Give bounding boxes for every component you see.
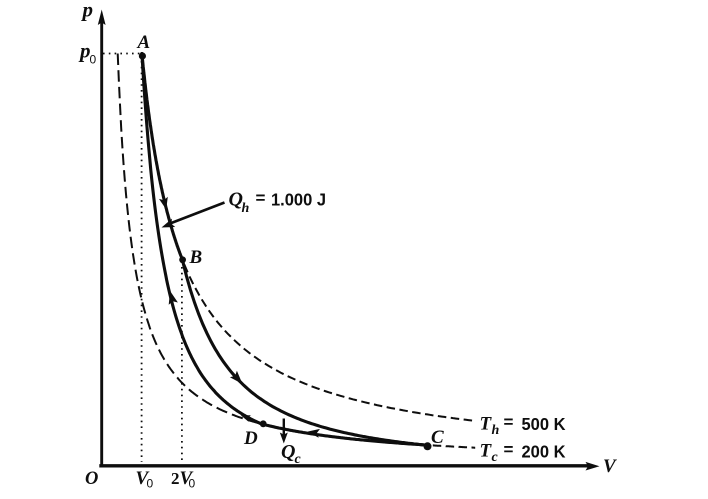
svg-text:2: 2 xyxy=(171,469,180,488)
svg-text:p: p xyxy=(78,39,91,63)
svg-text:0: 0 xyxy=(189,477,196,491)
svg-text:p: p xyxy=(81,0,94,22)
svg-text:c: c xyxy=(295,452,302,467)
svg-text:h: h xyxy=(492,423,500,438)
svg-text:500 K: 500 K xyxy=(522,414,566,434)
svg-text:c: c xyxy=(492,450,499,465)
svg-text:B: B xyxy=(189,247,203,268)
svg-text:V: V xyxy=(603,456,617,477)
svg-text:0: 0 xyxy=(90,53,97,67)
svg-text:200 K: 200 K xyxy=(522,442,566,462)
svg-text:Q: Q xyxy=(281,441,295,463)
svg-text:T: T xyxy=(480,441,493,462)
svg-text:=: = xyxy=(256,189,266,208)
svg-text:h: h xyxy=(242,201,250,216)
svg-text:1.000 J: 1.000 J xyxy=(271,190,326,210)
svg-text:D: D xyxy=(243,428,258,449)
svg-text:=: = xyxy=(504,413,514,432)
svg-text:C: C xyxy=(431,427,444,448)
svg-text:0: 0 xyxy=(147,477,154,491)
svg-text:V: V xyxy=(180,468,194,489)
svg-text:V: V xyxy=(136,468,150,489)
svg-text:O: O xyxy=(85,469,98,489)
svg-text:A: A xyxy=(137,32,151,53)
svg-text:T: T xyxy=(480,414,493,435)
svg-text:=: = xyxy=(504,440,514,459)
svg-text:Q: Q xyxy=(229,189,243,211)
